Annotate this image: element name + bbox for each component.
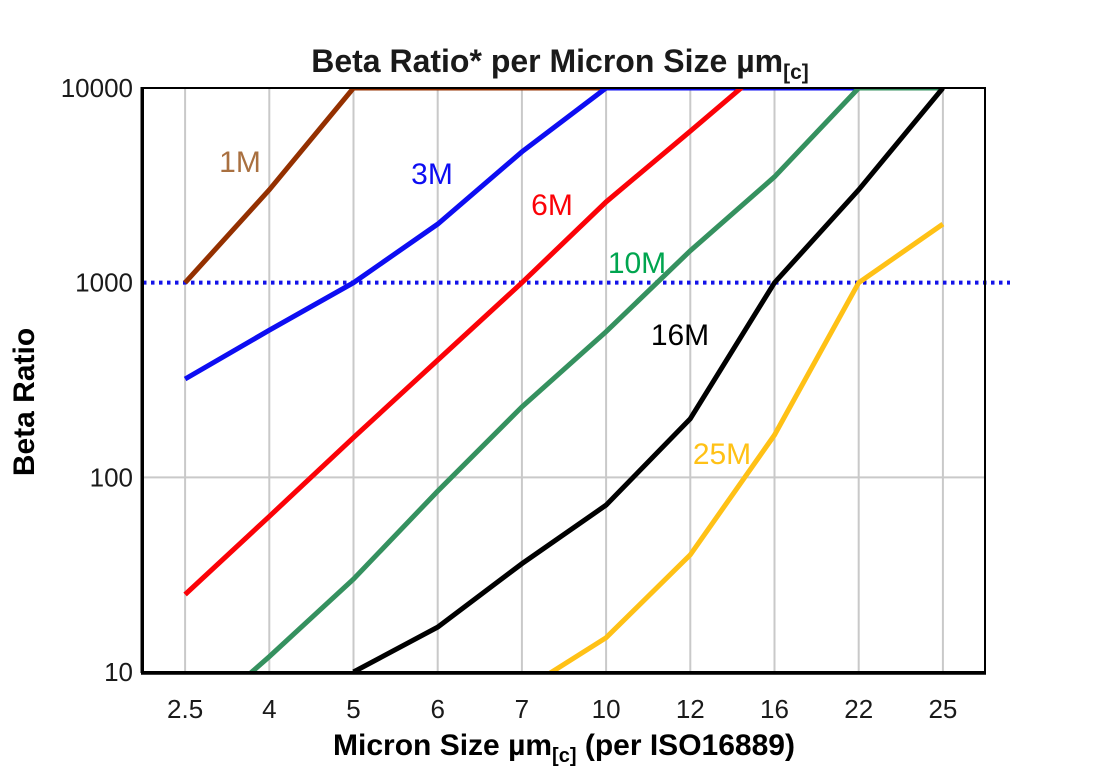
series-label: 16M [651, 319, 709, 352]
x-tick-label: 10 [592, 694, 621, 724]
series-line-16M [352, 88, 945, 672]
y-tick-label: 100 [90, 462, 133, 492]
series-line-3M [183, 88, 943, 382]
x-tick-label: 6 [430, 694, 444, 724]
chart-title: Beta Ratio* per Micron Size µm[c] [311, 43, 809, 84]
x-tick-label: 22 [844, 694, 873, 724]
x-tick-label: 16 [760, 694, 789, 724]
y-tick-label: 10 [104, 657, 133, 687]
series-line-1M [183, 88, 943, 285]
x-tick-label: 25 [928, 694, 957, 724]
series-line-25M [547, 222, 945, 672]
x-tick-label: 12 [676, 694, 705, 724]
x-tick-label: 7 [515, 694, 529, 724]
series-line-10M [247, 88, 943, 672]
series-line-6M [183, 88, 745, 597]
x-tick-label: 5 [346, 694, 360, 724]
x-tick-label: 4 [262, 694, 276, 724]
series-label: 10M [608, 247, 666, 280]
plot-border [140, 87, 986, 675]
axis-labels: 1M 3M 6M 10M 16M 25M 10 100 1000 10000 2.5 4 5 6 7 10 12… [61, 43, 958, 767]
series-label: 1M [219, 146, 261, 179]
series-label: 6M [531, 189, 573, 222]
x-axis-title: Micron Size µm[c] (per ISO16889) [333, 729, 795, 767]
y-tick-label: 10000 [61, 73, 133, 103]
series-lines [183, 88, 945, 672]
series-label: 3M [411, 158, 453, 191]
x-tick-label: 2.5 [167, 694, 203, 724]
y-tick-label: 1000 [75, 268, 133, 298]
y-axis-title: Beta Ratio [8, 328, 41, 476]
gridlines [143, 88, 985, 672]
series-label: 25M [693, 438, 751, 471]
